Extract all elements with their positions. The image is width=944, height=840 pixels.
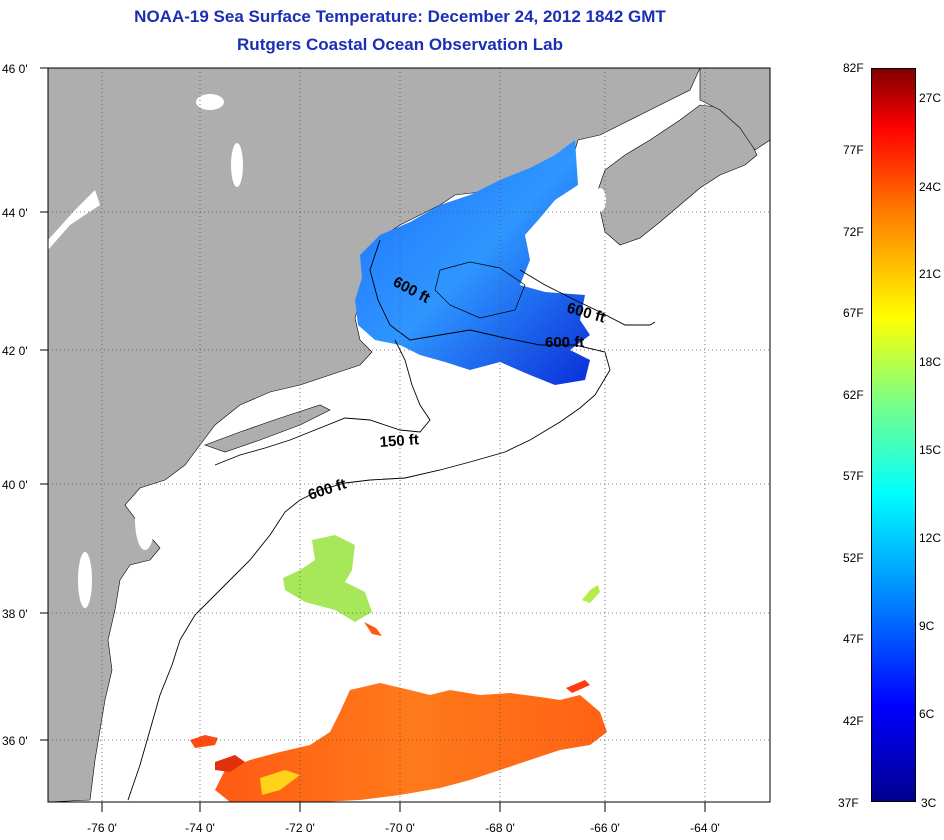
sst-south-warm	[215, 683, 607, 802]
contour-150ft	[214, 339, 431, 466]
colorbar-c-label: 3C	[921, 796, 937, 810]
lat-label: 38 0'	[2, 607, 28, 621]
colorbar-c-label: 21C	[919, 267, 942, 281]
lon-label: -68 0'	[485, 821, 515, 835]
colorbar-c-label: 6C	[919, 707, 935, 721]
map-subtitle: Rutgers Coastal Ocean Observation Lab	[237, 35, 563, 54]
contour-label: 150 ft	[379, 431, 419, 451]
map-title: NOAA-19 Sea Surface Temperature: Decembe…	[134, 7, 666, 26]
colorbar-c-label: 27C	[919, 91, 942, 105]
lake	[48, 190, 100, 250]
bay	[78, 552, 92, 608]
lake	[231, 143, 243, 187]
land-long-island	[204, 404, 331, 453]
land-newfoundland-edge	[699, 68, 770, 151]
contour-label: 600 ft	[545, 334, 584, 351]
lon-label: -76 0'	[87, 821, 117, 835]
sst-warm-streak	[364, 622, 382, 636]
lat-label: 46 0'	[2, 62, 28, 76]
colorbar-f-label: 57F	[843, 469, 864, 483]
colorbar-f-label: 52F	[843, 551, 864, 565]
contour-600ft-east	[519, 269, 656, 326]
lat-label: 36 0'	[2, 734, 28, 748]
lake	[594, 188, 606, 212]
lon-label: -70 0'	[385, 821, 415, 835]
lon-label: -72 0'	[285, 821, 315, 835]
colorbar-f-label: 67F	[843, 306, 864, 320]
sst-yellow-streak	[260, 770, 300, 795]
lake	[196, 94, 224, 110]
sst-small-patch	[582, 585, 600, 603]
lon-label: -64 0'	[690, 821, 720, 835]
colorbar-f-label: 82F	[843, 61, 864, 75]
colorbar-f-label: 37F	[838, 796, 859, 810]
colorbar-f-label: 77F	[843, 143, 864, 157]
map-frame	[47, 67, 771, 803]
colorbar-f-label: 62F	[843, 388, 864, 402]
land-nova-scotia	[597, 104, 758, 246]
bay	[135, 490, 155, 550]
axis-ticks	[40, 67, 706, 812]
colorbar-c-label: 18C	[919, 355, 942, 369]
lat-label: 40 0'	[2, 478, 28, 492]
lon-label: -74 0'	[185, 821, 215, 835]
colorbar-c-label: 24C	[919, 180, 942, 194]
colorbar-f-label: 47F	[843, 632, 864, 646]
sst-warm-streak	[566, 680, 590, 693]
lat-lon-grid	[48, 68, 770, 802]
colorbar-f-label: 42F	[843, 714, 864, 728]
sst-warm-spot	[215, 755, 245, 772]
colorbar-c-label: 15C	[919, 443, 942, 457]
sst-warm-spot	[190, 735, 218, 748]
sst-mid-patch	[283, 535, 372, 622]
lat-label: 42 0'	[2, 344, 28, 358]
colorbar-c-label: 9C	[919, 619, 935, 633]
temperature-colorbar	[871, 68, 916, 802]
contour-600ft-basin	[434, 261, 526, 319]
colorbar-f-label: 72F	[843, 225, 864, 239]
lon-label: -66 0'	[590, 821, 620, 835]
lat-label: 44 0'	[2, 206, 28, 220]
colorbar-c-label: 12C	[919, 531, 942, 545]
